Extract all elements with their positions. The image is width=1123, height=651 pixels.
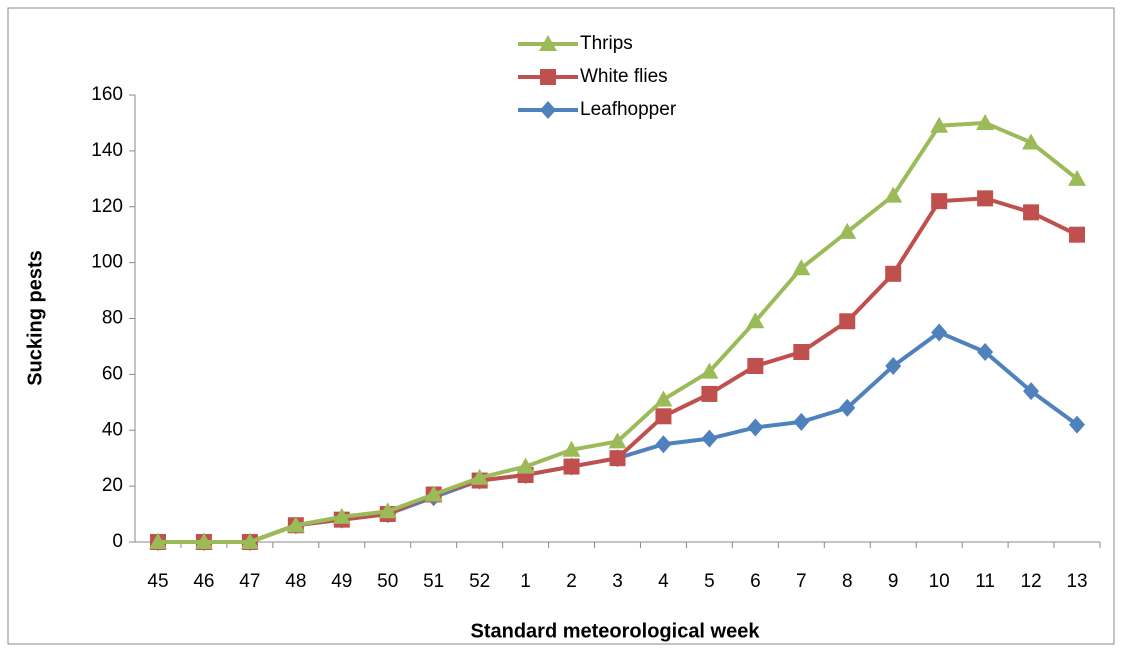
marker <box>977 343 994 362</box>
x-tick-label: 8 <box>842 571 853 592</box>
marker <box>1069 226 1086 243</box>
x-tick-label: 50 <box>377 571 398 592</box>
marker <box>931 323 948 342</box>
legend-label: White flies <box>580 66 668 87</box>
marker <box>194 533 213 549</box>
x-tick-label: 12 <box>1021 571 1042 592</box>
marker <box>884 186 903 203</box>
marker <box>1068 169 1087 186</box>
x-tick-label: 13 <box>1066 571 1087 592</box>
marker <box>746 312 765 329</box>
marker <box>838 222 857 239</box>
marker <box>793 412 810 431</box>
marker <box>885 265 902 282</box>
marker <box>839 313 856 330</box>
y-tick-label: 140 <box>91 140 123 161</box>
y-tick-label: 100 <box>91 252 123 273</box>
marker <box>885 356 902 375</box>
marker <box>930 116 949 133</box>
x-tick-label: 11 <box>975 571 995 592</box>
x-tick-label: 48 <box>285 571 306 592</box>
marker <box>931 193 948 210</box>
y-axis-title: Sucking pests <box>24 250 46 386</box>
marker <box>1022 133 1041 150</box>
marker <box>792 259 811 276</box>
marker <box>747 357 764 374</box>
marker <box>563 458 580 475</box>
marker <box>701 385 718 402</box>
legend-marker <box>540 69 556 85</box>
marker <box>1023 382 1040 401</box>
legend-marker <box>539 35 557 51</box>
marker <box>976 113 995 130</box>
marker <box>1069 415 1086 434</box>
legend-label: Leafhopper <box>580 99 677 120</box>
marker <box>700 362 719 379</box>
y-tick-label: 80 <box>102 308 123 329</box>
x-tick-label: 1 <box>520 571 531 592</box>
x-tick-label: 9 <box>888 571 899 592</box>
x-tick-label: 3 <box>612 571 623 592</box>
y-tick-label: 20 <box>102 475 123 496</box>
legend-marker <box>540 101 556 119</box>
x-tick-label: 5 <box>704 571 715 592</box>
marker <box>654 390 673 407</box>
marker <box>286 516 305 533</box>
x-tick-label: 52 <box>469 571 490 592</box>
marker <box>839 398 856 417</box>
x-tick-label: 51 <box>423 571 444 592</box>
marker <box>701 429 718 448</box>
marker <box>608 432 627 449</box>
marker <box>562 440 581 457</box>
marker <box>793 344 810 361</box>
marker <box>240 533 259 549</box>
y-tick-label: 60 <box>102 363 123 384</box>
marker <box>332 507 351 524</box>
marker <box>378 502 397 519</box>
marker <box>424 485 443 502</box>
legend-label: Thrips <box>580 33 633 54</box>
x-tick-label: 4 <box>658 571 669 592</box>
x-tick-label: 2 <box>566 571 577 592</box>
y-tick-label: 0 <box>112 531 123 552</box>
x-tick-label: 46 <box>193 571 214 592</box>
y-tick-label: 160 <box>91 84 123 105</box>
marker <box>747 418 764 437</box>
x-tick-label: 7 <box>796 571 807 592</box>
x-tick-label: 45 <box>147 571 168 592</box>
marker <box>977 190 994 207</box>
x-tick-label: 10 <box>929 571 950 592</box>
y-tick-label: 40 <box>102 419 123 440</box>
x-axis-title: Standard meteorological week <box>471 620 761 642</box>
marker <box>516 457 535 474</box>
marker <box>470 468 489 485</box>
marker <box>609 450 626 467</box>
x-tick-label: 49 <box>331 571 352 592</box>
marker <box>655 435 672 454</box>
x-tick-label: 6 <box>750 571 761 592</box>
marker <box>1023 204 1040 221</box>
x-tick-label: 47 <box>239 571 260 592</box>
marker <box>148 533 167 549</box>
marker <box>655 408 672 425</box>
y-tick-label: 120 <box>91 196 123 217</box>
chart-border <box>7 7 1115 645</box>
